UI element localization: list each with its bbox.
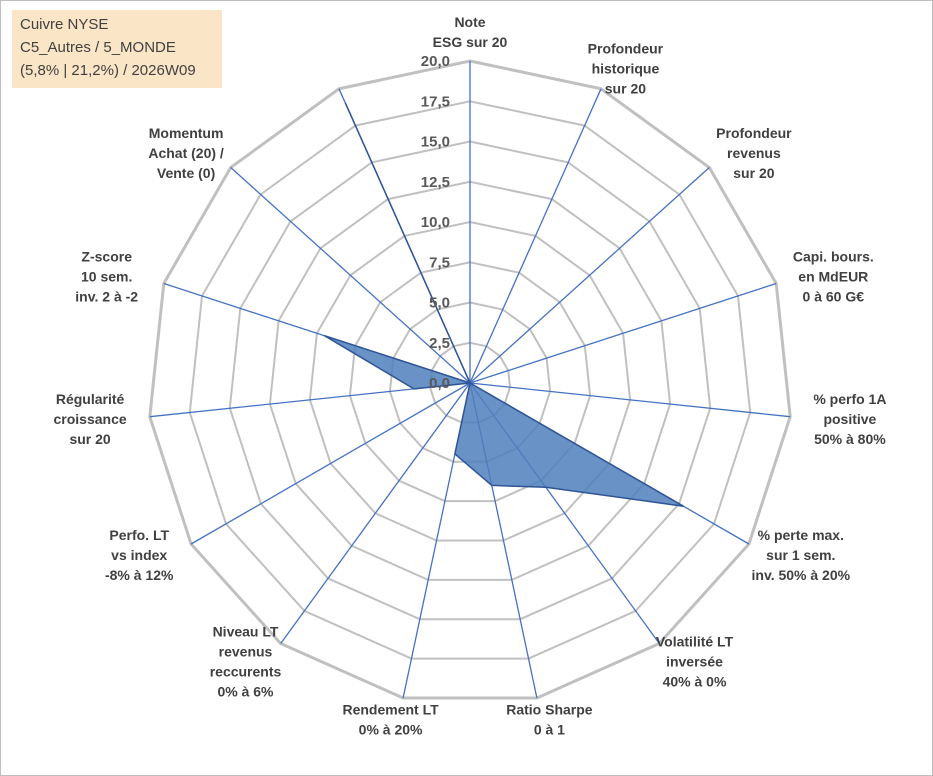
axis-label-line: historique: [592, 61, 660, 77]
tick-label: 12,5: [421, 174, 450, 191]
axis-label-line: en MdEUR: [798, 269, 868, 285]
axis-label: % perfo 1A positive 50% à 80%: [813, 391, 886, 447]
data-series-area: [323, 102, 685, 507]
axis-label-line: Niveau LT: [213, 623, 279, 639]
axis-label-line: Rendement LT: [342, 702, 439, 718]
axis-label-line: 10 sem.: [81, 269, 132, 285]
axis-label: % perte max. sur 1 sem. inv. 50% à 20%: [752, 527, 851, 583]
tick-label: 5,0: [429, 295, 450, 312]
axis-label-line: sur 20: [605, 81, 646, 97]
grid-ring: [188, 100, 752, 660]
axis-label-line: Note: [454, 14, 485, 30]
axis-label-line: Z-score: [81, 249, 132, 265]
axis-label-line: Profondeur: [588, 41, 664, 57]
axis-label-line: vs index: [111, 547, 167, 563]
axis-spoke: [280, 382, 471, 644]
title-line-2: C5_Autres / 5_MONDE: [20, 39, 176, 56]
axis-label-line: sur 20: [733, 165, 774, 181]
axis-label-line: Capi. bours.: [793, 249, 874, 265]
axis-label-line: croissance: [54, 411, 127, 427]
axis-label-line: Achat (20) /: [148, 145, 224, 161]
axis-spoke: [230, 167, 471, 384]
axis-label-line: inv. 2 à -2: [75, 289, 138, 305]
axis-label-line: Ratio Sharpe: [506, 702, 593, 718]
axis-label-line: Vente (0): [157, 165, 215, 181]
axis-label-line: 40% à 0%: [663, 673, 727, 689]
axis-label-line: inv. 50% à 20%: [752, 567, 851, 583]
axis-label-line: 0% à 6%: [217, 683, 274, 699]
axis-label: Capi. bours. en MdEUR 0 à 60 G€: [793, 249, 874, 305]
title-box: Cuivre NYSE C5_Autres / 5_MONDE (5,8% | …: [12, 10, 222, 88]
axis-label-line: revenus: [727, 145, 781, 161]
tick-label: 15,0: [421, 134, 450, 151]
axis-label: Régularité croissance sur 20: [54, 391, 127, 447]
axis-spoke: [190, 382, 471, 545]
title-line-1: Cuivre NYSE: [20, 16, 109, 33]
axis-label-line: -8% à 12%: [105, 567, 174, 583]
axis-label-line: ESG sur 20: [433, 34, 508, 50]
grid-ring: [268, 180, 672, 581]
axis-label-line: % perte max.: [758, 527, 844, 543]
tick-label: 17,5: [421, 93, 450, 110]
axis-label-line: 0 à 1: [534, 722, 565, 738]
axis-spoke: [469, 88, 602, 384]
axis-spoke: [469, 282, 777, 384]
axis-label: Profondeur revenus sur 20: [716, 125, 792, 181]
axis-label-line: revenus: [219, 643, 273, 659]
axis-label-line: positive: [823, 411, 876, 427]
axis-label: Perfo. LT vs index -8% à 12%: [105, 527, 174, 583]
axis-label-line: sur 1 sem.: [766, 547, 835, 563]
grid-ring: [148, 59, 792, 700]
axis-label-line: Volatilité LT: [656, 633, 734, 649]
grid-ring: [228, 140, 712, 621]
axis-label-line: 0% à 20%: [359, 722, 423, 738]
axis-label: Note ESG sur 20: [433, 14, 508, 50]
axis-label-line: sur 20: [69, 431, 110, 447]
grid-ring: [308, 220, 632, 542]
axis-label: Rendement LT 0% à 20%: [342, 702, 439, 738]
axis-label-line: inversée: [666, 653, 723, 669]
axis-label-line: Perfo. LT: [109, 527, 169, 543]
axis-spoke: [469, 167, 710, 384]
tick-label: 20,0: [421, 53, 450, 70]
axis-label: Profondeur historique sur 20: [588, 41, 664, 97]
axis-label-line: Régularité: [56, 391, 125, 407]
axis-label: Volatilité LT inversée 40% à 0%: [656, 633, 734, 689]
axis-spoke: [469, 382, 791, 418]
axis-label-line: Profondeur: [716, 125, 792, 141]
tick-label: 10,0: [421, 214, 450, 231]
axis-label-line: % perfo 1A: [813, 391, 886, 407]
axis-label: Z-score 10 sem. inv. 2 à -2: [75, 249, 138, 305]
tick-label: 7,5: [429, 254, 450, 271]
axis-label-line: 0 à 60 G€: [803, 289, 865, 305]
tick-label: 0,0: [429, 375, 450, 392]
axis-label: Niveau LT revenus reccurents 0% à 6%: [210, 623, 282, 699]
tick-label: 2,5: [429, 335, 450, 352]
axis-label: Ratio Sharpe 0 à 1: [506, 702, 593, 738]
axis-label: Momentum Achat (20) / Vente (0): [148, 125, 224, 181]
axis-label-line: 50% à 80%: [814, 431, 886, 447]
grid-ring: [348, 261, 592, 503]
axis-label-line: reccurents: [210, 663, 282, 679]
axis-label-line: Momentum: [149, 125, 224, 141]
title-line-3: (5,8% | 21,2%) / 2026W09: [20, 62, 196, 79]
